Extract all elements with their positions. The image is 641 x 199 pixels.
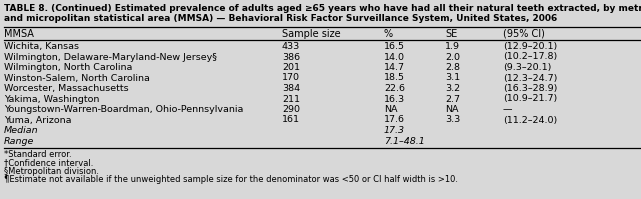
Text: Winston-Salem, North Carolina: Winston-Salem, North Carolina [4,73,150,83]
Text: 16.3: 16.3 [384,95,405,103]
Text: 1.9: 1.9 [445,42,460,51]
Text: Wilmington, Delaware-Maryland-New Jersey§: Wilmington, Delaware-Maryland-New Jersey… [4,53,217,61]
Text: Yakima, Washington: Yakima, Washington [4,95,99,103]
Text: 170: 170 [282,73,300,83]
Text: (12.3–24.7): (12.3–24.7) [503,73,558,83]
Text: 2.8: 2.8 [445,63,460,72]
Text: 2.0: 2.0 [445,53,460,61]
Text: 16.5: 16.5 [384,42,405,51]
Text: and micropolitan statistical area (MMSA) — Behavioral Risk Factor Surveillance S: and micropolitan statistical area (MMSA)… [4,14,557,23]
Text: 290: 290 [282,105,300,114]
Text: *Standard error.: *Standard error. [4,150,72,159]
Text: NA: NA [384,105,397,114]
Text: SE: SE [445,29,457,39]
Text: 17.6: 17.6 [384,115,405,125]
Text: (12.9–20.1): (12.9–20.1) [503,42,557,51]
Text: Wichita, Kansas: Wichita, Kansas [4,42,79,51]
Text: 386: 386 [282,53,300,61]
Text: 17.3: 17.3 [384,126,405,135]
Text: 161: 161 [282,115,300,125]
Text: 7.1–48.1: 7.1–48.1 [384,137,425,145]
Text: 3.1: 3.1 [445,73,460,83]
Text: Youngstown-Warren-Boardman, Ohio-Pennsylvania: Youngstown-Warren-Boardman, Ohio-Pennsyl… [4,105,244,114]
Text: Worcester, Massachusetts: Worcester, Massachusetts [4,84,129,93]
Text: Yuma, Arizona: Yuma, Arizona [4,115,72,125]
Text: 2.7: 2.7 [445,95,460,103]
Text: †Confidence interval.: †Confidence interval. [4,158,94,168]
Text: 201: 201 [282,63,300,72]
Text: Range: Range [4,137,35,145]
Text: Median: Median [4,126,38,135]
Text: (11.2–24.0): (11.2–24.0) [503,115,557,125]
Text: 3.2: 3.2 [445,84,460,93]
Text: Wilmington, North Carolina: Wilmington, North Carolina [4,63,133,72]
Text: 3.3: 3.3 [445,115,460,125]
Text: NA: NA [445,105,458,114]
Text: MMSA: MMSA [4,29,34,39]
Text: (10.9–21.7): (10.9–21.7) [503,95,557,103]
Text: TABLE 8. (Continued) Estimated prevalence of adults aged ≥65 years who have had : TABLE 8. (Continued) Estimated prevalenc… [4,4,641,13]
Text: 211: 211 [282,95,300,103]
Text: 433: 433 [282,42,300,51]
Text: (9.3–20.1): (9.3–20.1) [503,63,551,72]
Text: —: — [503,105,513,114]
Text: 14.0: 14.0 [384,53,405,61]
Text: 14.7: 14.7 [384,63,405,72]
Text: (16.3–28.9): (16.3–28.9) [503,84,558,93]
Text: 22.6: 22.6 [384,84,405,93]
Text: ¶Estimate not available if the unweighted sample size for the denominator was <5: ¶Estimate not available if the unweighte… [4,176,458,184]
Text: %: % [384,29,393,39]
Text: 18.5: 18.5 [384,73,405,83]
Text: (10.2–17.8): (10.2–17.8) [503,53,557,61]
Text: 384: 384 [282,84,300,93]
Text: §Metropolitan division.: §Metropolitan division. [4,167,99,176]
Text: Sample size: Sample size [282,29,340,39]
Text: (95% CI): (95% CI) [503,29,545,39]
